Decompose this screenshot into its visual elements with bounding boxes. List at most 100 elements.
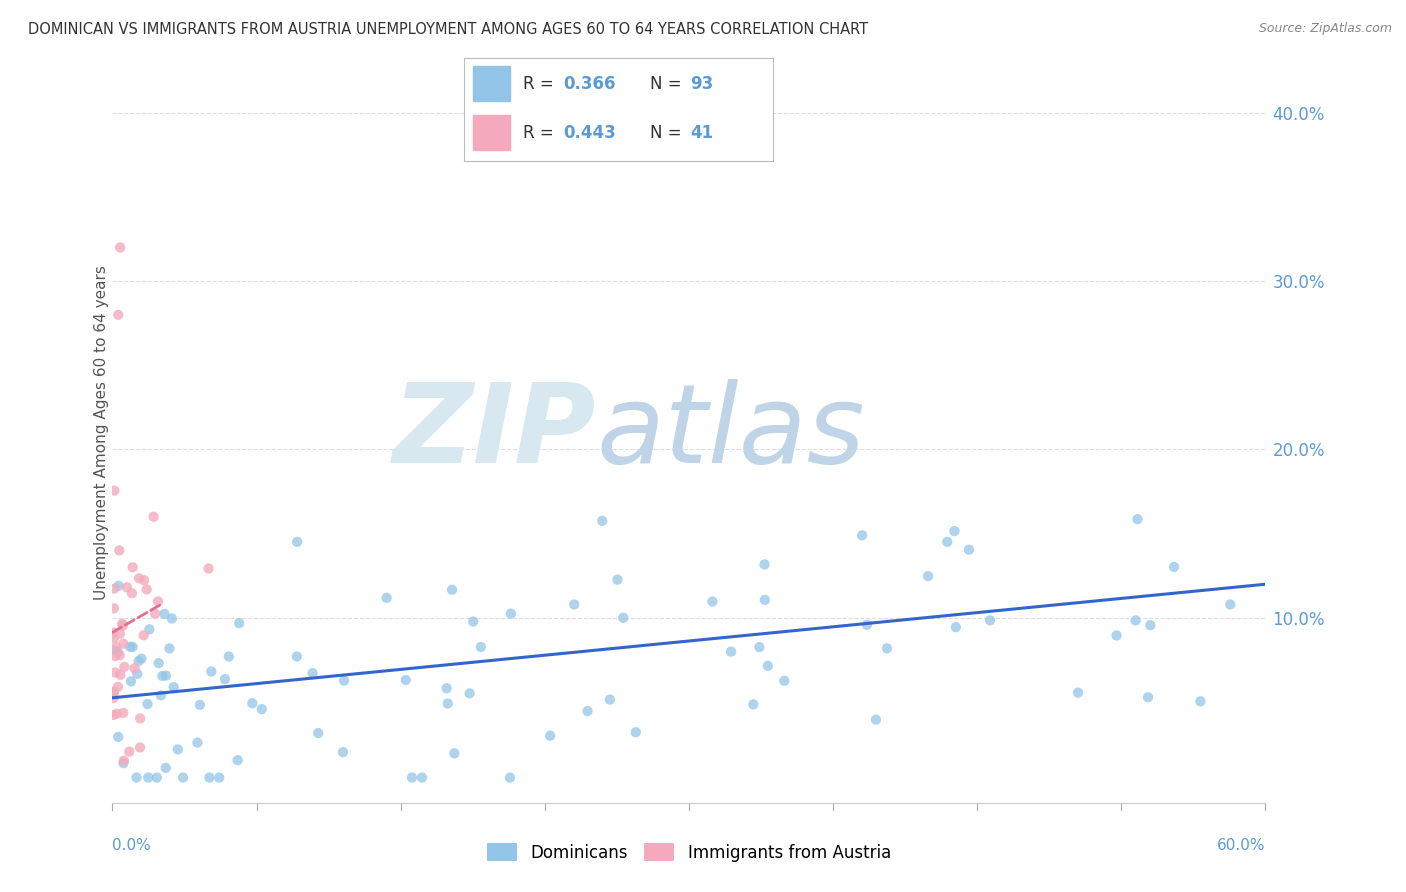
Point [120, 640, 142, 654]
Point [132, 573, 155, 587]
Point [129, 711, 152, 725]
Text: 60.0%: 60.0% [1218, 838, 1265, 853]
Point [112, 706, 135, 720]
Point [103, 643, 125, 657]
Point [136, 771, 159, 785]
Point [186, 735, 208, 749]
Point [1139, 618, 1161, 632]
Text: 41: 41 [690, 124, 713, 142]
Point [103, 625, 125, 640]
Point [240, 696, 263, 710]
Point [120, 674, 142, 689]
Text: 0.366: 0.366 [562, 75, 616, 93]
Point [146, 771, 169, 785]
Point [936, 535, 959, 549]
Point [132, 628, 155, 642]
Point [576, 704, 599, 718]
Point [107, 680, 129, 694]
Point [1067, 686, 1090, 700]
Point [624, 725, 647, 739]
Point [107, 730, 129, 744]
Point [945, 620, 967, 634]
Point [143, 607, 166, 621]
Point [1137, 690, 1160, 705]
Point [200, 665, 222, 679]
Point [686, 131, 709, 145]
Point [606, 573, 628, 587]
Point [754, 558, 776, 572]
Point [103, 582, 125, 596]
Point [138, 623, 160, 637]
Point [108, 543, 131, 558]
Point [307, 726, 329, 740]
Text: Source: ZipAtlas.com: Source: ZipAtlas.com [1258, 22, 1392, 36]
Point [162, 680, 184, 694]
Point [395, 673, 418, 687]
Text: R =: R = [523, 75, 558, 93]
Point [111, 616, 134, 631]
Point [285, 649, 308, 664]
Point [121, 640, 143, 654]
Point [756, 658, 779, 673]
Point [499, 771, 522, 785]
Point [562, 598, 585, 612]
Point [198, 771, 221, 785]
Point [1125, 614, 1147, 628]
Point [208, 771, 231, 785]
Point [401, 771, 423, 785]
Point [146, 594, 169, 608]
Point [443, 747, 465, 761]
Point [591, 514, 613, 528]
Point [108, 240, 131, 254]
Point [856, 617, 879, 632]
Text: ZIP: ZIP [394, 379, 596, 486]
Point [104, 665, 127, 680]
Point [773, 673, 796, 688]
Point [441, 582, 464, 597]
Point [115, 580, 138, 594]
Point [159, 641, 181, 656]
Point [436, 681, 458, 696]
Text: atlas: atlas [596, 379, 865, 486]
Point [127, 666, 149, 681]
Point [107, 645, 129, 659]
Point [172, 771, 194, 785]
Point [108, 648, 131, 662]
Point [150, 669, 173, 683]
Point [538, 729, 561, 743]
Text: N =: N = [650, 124, 686, 142]
Point [411, 771, 433, 785]
Point [499, 607, 522, 621]
Text: DOMINICAN VS IMMIGRANTS FROM AUSTRIA UNEMPLOYMENT AMONG AGES 60 TO 64 YEARS CORR: DOMINICAN VS IMMIGRANTS FROM AUSTRIA UNE… [28, 22, 869, 37]
Point [104, 648, 127, 663]
Point [599, 692, 621, 706]
Point [142, 509, 165, 524]
Point [979, 613, 1001, 627]
Point [436, 697, 458, 711]
Point [153, 607, 176, 621]
Point [458, 686, 481, 700]
Point [160, 611, 183, 625]
Point [103, 632, 125, 646]
Point [332, 745, 354, 759]
Point [136, 697, 159, 711]
Point [1126, 512, 1149, 526]
Legend: Dominicans, Immigrants from Austria: Dominicans, Immigrants from Austria [481, 837, 897, 869]
Point [103, 483, 125, 498]
Point [103, 691, 125, 706]
Point [865, 713, 887, 727]
Point [135, 582, 157, 597]
Point [876, 641, 898, 656]
Point [1219, 598, 1241, 612]
Point [214, 672, 236, 686]
Point [917, 569, 939, 583]
Text: R =: R = [523, 124, 558, 142]
Point [105, 640, 128, 654]
Point [107, 308, 129, 322]
Point [166, 742, 188, 756]
Point [748, 640, 770, 654]
Y-axis label: Unemployment Among Ages 60 to 64 years: Unemployment Among Ages 60 to 64 years [94, 265, 108, 600]
Bar [474, 115, 510, 150]
Point [218, 649, 240, 664]
Point [957, 542, 980, 557]
